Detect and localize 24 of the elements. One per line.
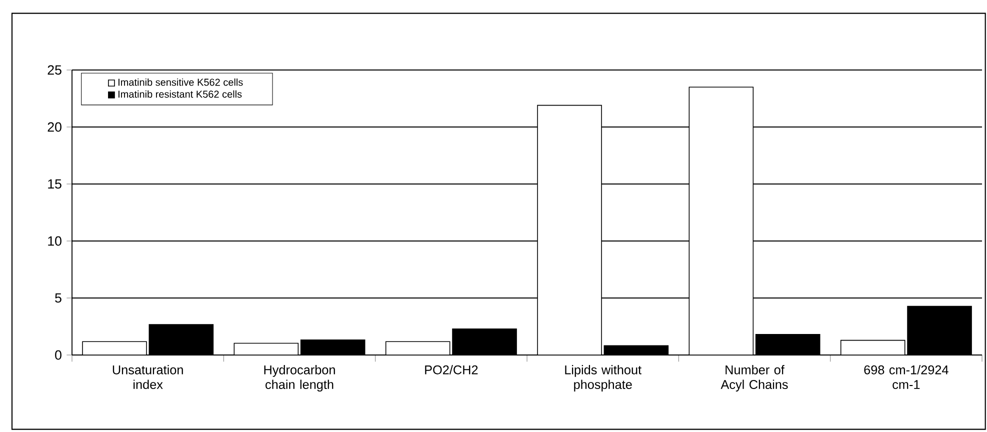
- y-tick-label: 0: [55, 350, 62, 360]
- x-tick-label: Hydrocarbon chain length: [264, 365, 335, 392]
- y-tick-label: 25: [48, 65, 62, 75]
- x-tick-label: 698 cm-1/2924 cm-1: [864, 365, 948, 390]
- y-tick-label: 5: [55, 293, 62, 303]
- bar: [755, 334, 820, 356]
- x-tick-label: Lipids without phosphate: [565, 365, 642, 392]
- bar: [234, 342, 299, 356]
- legend-label: Imatinib sensitive K562 cells: [118, 78, 243, 86]
- bar: [907, 306, 972, 356]
- bar: [604, 345, 669, 356]
- bar: [300, 340, 366, 356]
- y-tick-label: 15: [48, 179, 62, 189]
- y-tick-label: 10: [48, 236, 62, 246]
- bar: [452, 328, 517, 356]
- y-tick-label: 20: [48, 122, 62, 132]
- x-tick-label: Unsaturation index: [112, 365, 183, 390]
- bar: [840, 340, 906, 356]
- bar: [148, 324, 214, 356]
- x-tick-label: PO2/CH2: [425, 365, 478, 374]
- x-tick-label: Number of Acyl Chains: [720, 365, 788, 392]
- legend-label: Imatinib resistant K562 cells: [118, 90, 242, 98]
- bar: [82, 341, 147, 356]
- bar: [385, 341, 450, 356]
